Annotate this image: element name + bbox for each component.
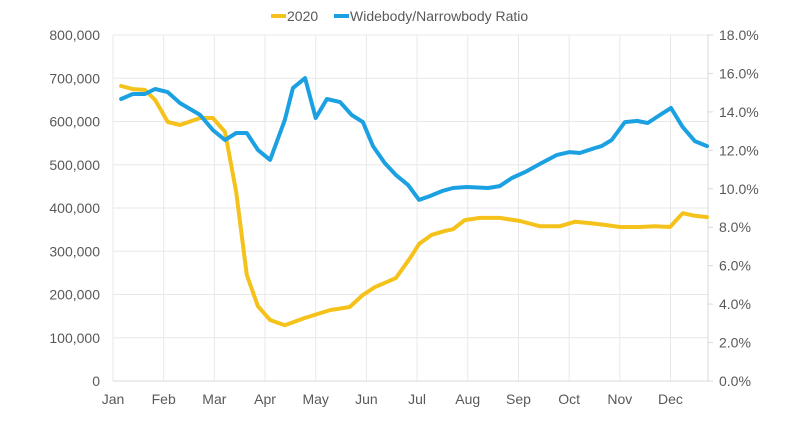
right-y-tick-label: 2.0% [719, 335, 751, 351]
x-tick-label: Sep [506, 391, 531, 407]
left-y-tick-label: 100,000 [49, 330, 100, 346]
left-y-tick-label: 0 [92, 373, 100, 389]
x-tick-label: Jan [102, 391, 125, 407]
right-y-tick-label: 16.0% [719, 65, 759, 81]
legend: 2020 Widebody/Narrowbody Ratio [271, 8, 528, 24]
series-line-ratio [121, 78, 707, 200]
left-y-tick-label: 600,000 [49, 114, 100, 130]
legend-label-ratio: Widebody/Narrowbody Ratio [350, 8, 528, 24]
left-y-tick-label: 200,000 [49, 287, 100, 303]
x-tick-label: Dec [658, 391, 683, 407]
left-y-tick-label: 400,000 [49, 200, 100, 216]
right-y-tick-label: 12.0% [719, 142, 759, 158]
left-y-tick-label: 300,000 [49, 243, 100, 259]
x-tick-label: Mar [202, 391, 226, 407]
series-lines [121, 78, 707, 325]
left-y-tick-label: 800,000 [49, 27, 100, 43]
x-tick-label: Apr [254, 391, 276, 407]
x-tick-label: May [302, 391, 328, 407]
x-axis: Jan Feb Mar Apr May Jun Jul Aug Sep Oct Nov Dec [102, 381, 708, 407]
right-y-tick-label: 14.0% [719, 104, 759, 120]
right-y-tick-label: 0.0% [719, 373, 751, 389]
right-y-tick-label: 4.0% [719, 296, 751, 312]
right-y-tick-label: 6.0% [719, 258, 751, 274]
gridlines [113, 35, 708, 381]
right-y-tick-label: 10.0% [719, 181, 759, 197]
right-y-tick-label: 18.0% [719, 27, 759, 43]
x-tick-label: Jul [408, 391, 426, 407]
x-tick-label: Oct [558, 391, 580, 407]
x-tick-label: Feb [152, 391, 176, 407]
legend-label-2020: 2020 [287, 8, 318, 24]
left-y-tick-label: 500,000 [49, 157, 100, 173]
left-y-axis: 0 100,000 200,000 300,000 400,000 500,000 600,… [49, 27, 100, 389]
x-tick-label: Nov [607, 391, 632, 407]
right-y-axis: 0.0% 2.0% 4.0% 6.0% 8.0% 10.0% 12.0% 14.0% 16.0%… [708, 27, 759, 389]
left-y-tick-label: 700,000 [49, 70, 100, 86]
right-y-tick-label: 8.0% [719, 219, 751, 235]
x-tick-label: Jun [355, 391, 378, 407]
x-tick-label: Aug [455, 391, 480, 407]
